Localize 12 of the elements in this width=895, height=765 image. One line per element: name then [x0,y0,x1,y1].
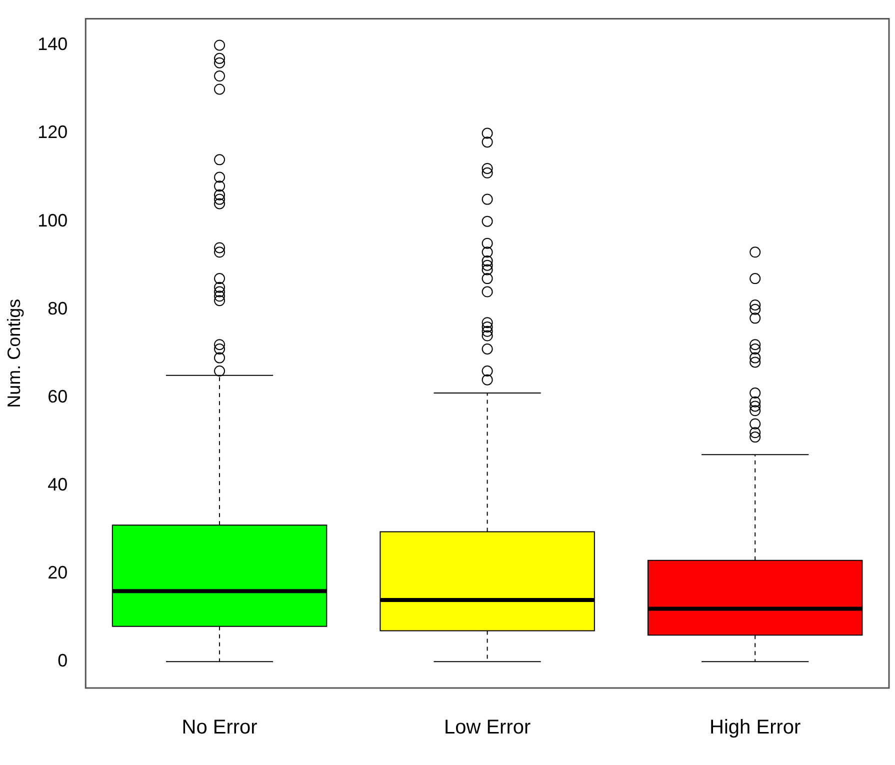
x-tick-label: Low Error [444,716,531,739]
y-tick-label: 140 [38,34,68,54]
x-tick-label: No Error [182,716,258,739]
x-tick-label: High Error [710,716,802,739]
y-tick-label: 20 [48,562,68,582]
y-tick-label: 120 [38,122,68,142]
y-tick-label: 0 [58,650,68,671]
y-tick-label: 100 [38,210,68,230]
y-tick-label: 40 [48,474,68,494]
y-axis-title: Num. Contigs [4,298,24,408]
y-tick-label: 80 [48,298,68,318]
y-tick-label: 60 [48,386,68,406]
